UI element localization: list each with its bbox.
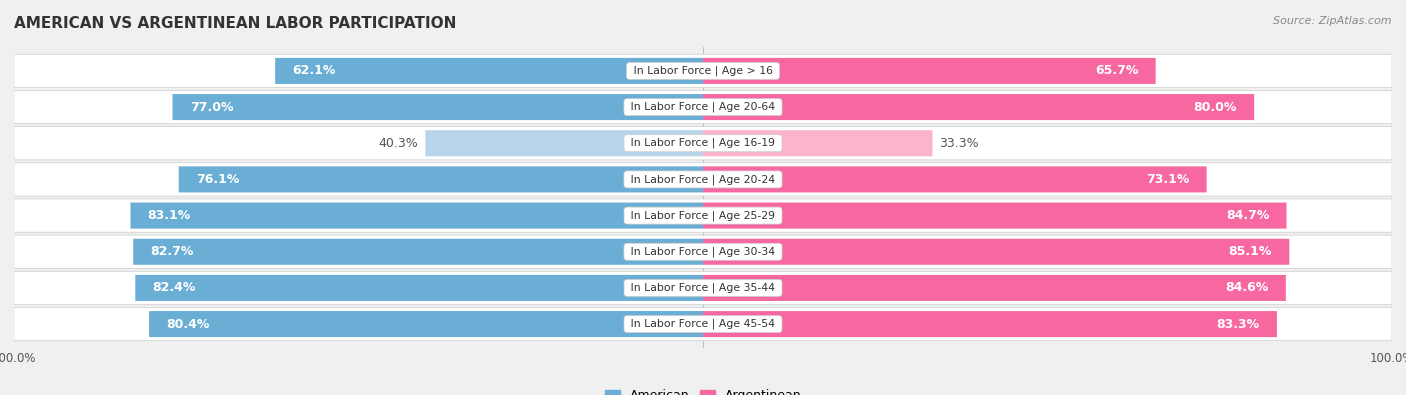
Text: 76.1%: 76.1% [195,173,239,186]
Text: 62.1%: 62.1% [292,64,336,77]
FancyBboxPatch shape [14,54,1392,88]
FancyBboxPatch shape [703,275,1286,301]
Text: In Labor Force | Age 25-29: In Labor Force | Age 25-29 [627,210,779,221]
Text: 65.7%: 65.7% [1095,64,1139,77]
FancyBboxPatch shape [703,311,1277,337]
Text: AMERICAN VS ARGENTINEAN LABOR PARTICIPATION: AMERICAN VS ARGENTINEAN LABOR PARTICIPAT… [14,16,457,31]
Text: In Labor Force | Age 20-64: In Labor Force | Age 20-64 [627,102,779,112]
FancyBboxPatch shape [14,199,1392,232]
FancyBboxPatch shape [14,127,1392,160]
FancyBboxPatch shape [134,239,703,265]
Text: 83.1%: 83.1% [148,209,191,222]
FancyBboxPatch shape [276,58,703,84]
FancyBboxPatch shape [703,166,1206,192]
Text: 82.7%: 82.7% [150,245,194,258]
Text: 83.3%: 83.3% [1216,318,1260,331]
FancyBboxPatch shape [179,166,703,192]
FancyBboxPatch shape [703,130,932,156]
FancyBboxPatch shape [14,307,1392,341]
Text: 85.1%: 85.1% [1229,245,1272,258]
FancyBboxPatch shape [14,271,1392,305]
FancyBboxPatch shape [703,94,1254,120]
Text: In Labor Force | Age 35-44: In Labor Force | Age 35-44 [627,283,779,293]
Text: Source: ZipAtlas.com: Source: ZipAtlas.com [1274,16,1392,26]
Text: 77.0%: 77.0% [190,101,233,114]
Text: In Labor Force | Age 45-54: In Labor Force | Age 45-54 [627,319,779,329]
FancyBboxPatch shape [703,58,1156,84]
Text: In Labor Force | Age > 16: In Labor Force | Age > 16 [630,66,776,76]
Text: 80.0%: 80.0% [1194,101,1237,114]
Text: 40.3%: 40.3% [378,137,419,150]
FancyBboxPatch shape [14,90,1392,124]
Text: 73.1%: 73.1% [1146,173,1189,186]
FancyBboxPatch shape [426,130,703,156]
Text: 84.6%: 84.6% [1226,281,1268,294]
Text: 84.7%: 84.7% [1226,209,1270,222]
Text: 33.3%: 33.3% [939,137,979,150]
FancyBboxPatch shape [703,239,1289,265]
Text: In Labor Force | Age 30-34: In Labor Force | Age 30-34 [627,246,779,257]
FancyBboxPatch shape [14,235,1392,268]
FancyBboxPatch shape [14,163,1392,196]
Text: 82.4%: 82.4% [152,281,195,294]
FancyBboxPatch shape [173,94,703,120]
FancyBboxPatch shape [131,203,703,229]
FancyBboxPatch shape [149,311,703,337]
Text: 80.4%: 80.4% [166,318,209,331]
FancyBboxPatch shape [135,275,703,301]
Legend: American, Argentinean: American, Argentinean [600,384,806,395]
Text: In Labor Force | Age 16-19: In Labor Force | Age 16-19 [627,138,779,149]
Text: In Labor Force | Age 20-24: In Labor Force | Age 20-24 [627,174,779,185]
FancyBboxPatch shape [703,203,1286,229]
